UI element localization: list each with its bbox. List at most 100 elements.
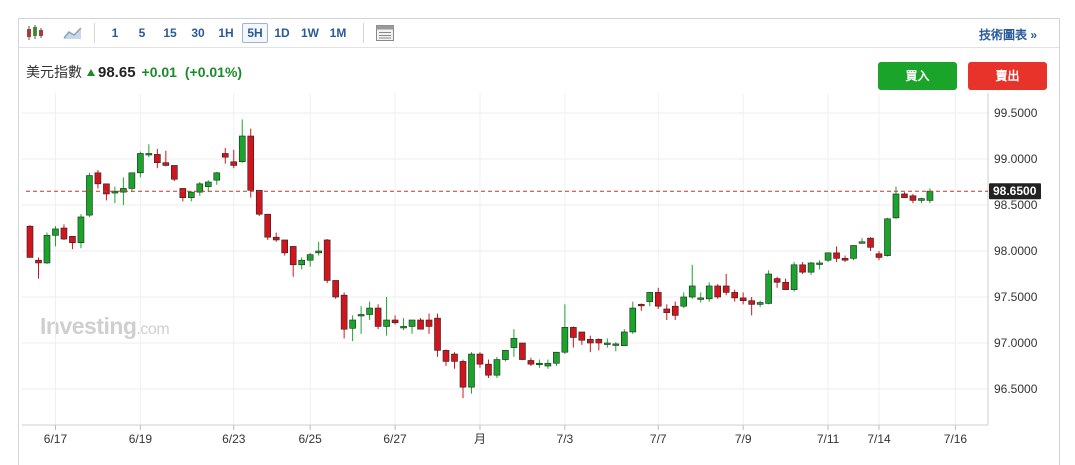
candle-body[interactable] [272,236,280,241]
candle-body[interactable] [111,190,119,194]
candle-body[interactable] [315,250,322,254]
timeframe-1d[interactable]: 1D [274,26,290,40]
table-icon[interactable] [374,23,396,43]
candle-body[interactable] [748,300,755,305]
candle-body[interactable] [595,339,603,344]
candle-body[interactable] [128,172,136,189]
candle-body[interactable] [663,308,671,313]
candle-body[interactable] [867,237,874,248]
candle-body[interactable] [255,189,263,215]
area-chart-icon[interactable] [62,23,84,43]
candle-body[interactable] [103,183,110,195]
candle-body[interactable] [213,172,221,181]
candle-body[interactable] [400,326,407,329]
candle-body[interactable] [527,360,535,365]
candle-body[interactable] [833,252,840,259]
candle-body[interactable] [451,353,458,362]
timeframe-30[interactable]: 30 [191,26,205,40]
candle-body[interactable] [459,361,467,388]
candle-body[interactable] [442,350,450,362]
candle-body[interactable] [722,285,730,293]
candle-body[interactable] [408,319,416,327]
candle-body[interactable] [629,307,637,333]
candle-body[interactable] [264,213,272,238]
candle-body[interactable] [892,193,900,219]
candle-body[interactable] [654,292,662,307]
candle-body[interactable] [544,362,552,367]
timeframe-1m[interactable]: 1M [329,26,347,40]
candle-body[interactable] [604,342,611,345]
candle-body[interactable] [587,339,594,344]
candle-body[interactable] [238,135,246,163]
candlestick-icon[interactable] [24,23,46,43]
candle-body[interactable] [765,273,772,304]
candle-body[interactable] [502,350,509,360]
candle-body[interactable] [289,246,297,266]
candle-body[interactable] [799,264,806,273]
candle-body[interactable] [120,188,127,193]
candle-body[interactable] [561,327,569,353]
timeframe-1[interactable]: 1 [111,26,119,40]
candle-body[interactable] [807,262,815,273]
candle-body[interactable] [425,319,433,327]
candle-body[interactable] [281,239,289,254]
technical-chart-link[interactable]: 技術圖表 » [978,28,1037,42]
candle-body[interactable] [646,292,654,302]
candle-body[interactable] [417,319,424,330]
sell-button[interactable]: 賣出 [968,62,1047,90]
candle-body[interactable] [612,343,620,346]
timeframe-5[interactable]: 5 [138,26,146,40]
candle-body[interactable] [137,153,144,174]
candle-body[interactable] [620,331,628,347]
candle-body[interactable] [188,191,195,198]
candle-body[interactable] [901,193,908,198]
candle-body[interactable] [790,264,798,290]
candle-body[interactable] [816,262,823,265]
candle-body[interactable] [171,165,178,180]
candle-body[interactable] [349,319,356,329]
candle-body[interactable] [94,172,102,185]
candle-body[interactable] [247,135,255,191]
timeframe-1w[interactable]: 1W [301,26,319,40]
candle-body[interactable] [323,239,331,281]
candle-body[interactable] [43,235,51,264]
timeframe-1h[interactable]: 1H [218,26,234,40]
candle-body[interactable] [179,188,187,198]
candle-body[interactable] [841,258,849,261]
candle-body[interactable] [69,235,76,244]
candle-body[interactable] [519,342,526,360]
candle-body[interactable] [298,259,305,266]
candle-body[interactable] [875,253,883,258]
candle-body[interactable] [773,278,781,283]
candle-body[interactable] [688,285,696,298]
candle-body[interactable] [697,297,705,300]
buy-button[interactable]: 買入 [878,62,957,90]
candle-body[interactable] [86,175,93,216]
candle-body[interactable] [637,304,645,307]
candle-body[interactable] [196,183,204,193]
candle-body[interactable] [918,198,925,201]
candle-body[interactable] [306,254,314,261]
candle-body[interactable] [476,353,484,365]
candle-body[interactable] [884,218,891,256]
candle-body[interactable] [671,305,679,316]
candle-body[interactable] [468,353,475,388]
timeframe-15[interactable]: 15 [163,26,177,40]
candle-body[interactable] [154,154,161,163]
candle-body[interactable] [485,363,492,376]
candle-body[interactable] [578,331,586,341]
candle-body[interactable] [230,161,238,166]
candle-body[interactable] [926,190,934,201]
candle-body[interactable] [162,162,170,166]
candle-body[interactable] [510,338,518,348]
candle-body[interactable] [858,241,866,244]
candle-body[interactable] [824,252,832,261]
candle-body[interactable] [705,285,713,300]
candle-body[interactable] [52,228,59,236]
candle-body[interactable] [221,153,229,158]
candle-body[interactable] [850,245,857,259]
candle-body[interactable] [383,319,390,327]
candle-body[interactable] [374,307,382,327]
candle-body[interactable] [493,359,501,376]
